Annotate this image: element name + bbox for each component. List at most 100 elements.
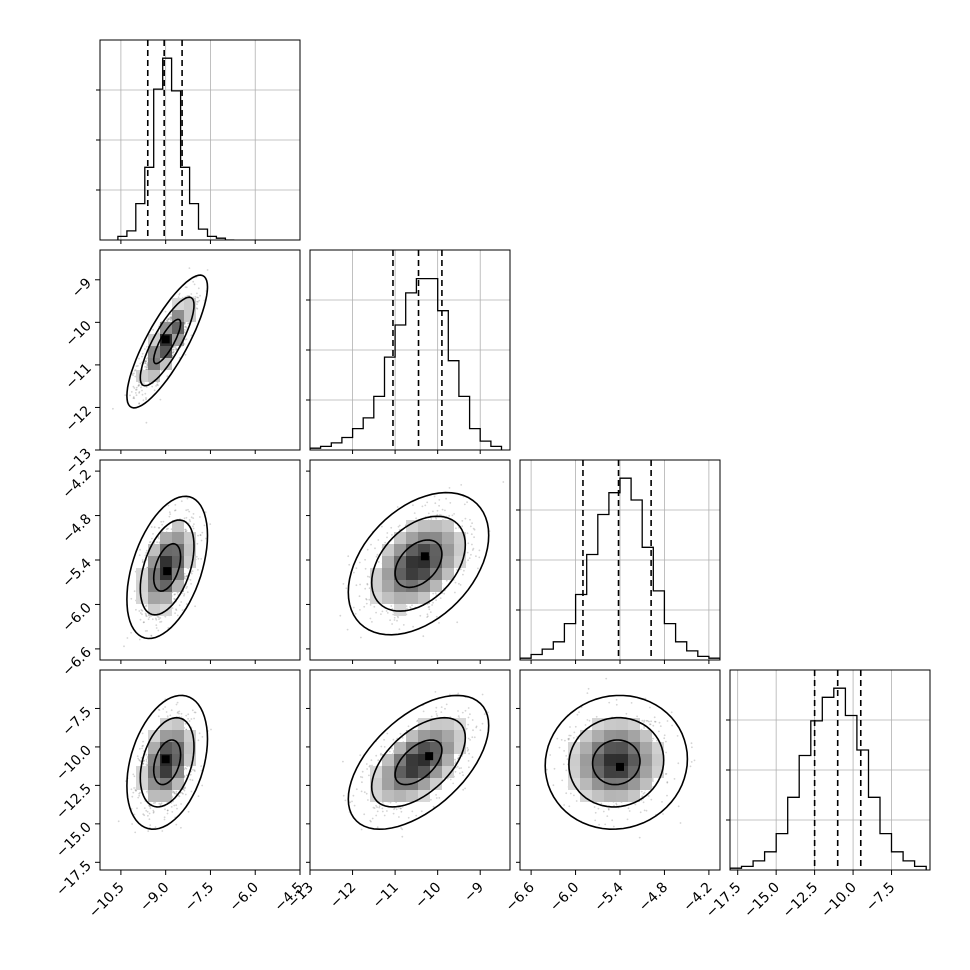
sample-point <box>145 809 148 812</box>
sample-point <box>428 608 431 611</box>
sample-point <box>184 767 187 769</box>
sample-point <box>134 392 137 394</box>
sample-point <box>173 792 176 795</box>
sample-point <box>193 769 196 771</box>
sample-point <box>178 795 181 798</box>
density-cell <box>184 742 196 754</box>
sample-point <box>190 516 193 519</box>
sample-point <box>138 381 141 384</box>
sample-point <box>166 715 169 718</box>
sample-point <box>142 813 145 816</box>
sample-point <box>359 583 361 586</box>
sample-point <box>164 706 167 708</box>
sample-point <box>161 523 164 526</box>
sample-point <box>154 801 157 804</box>
sample-point <box>185 516 188 519</box>
scatter-panel-2-0 <box>99 459 301 661</box>
sample-point <box>184 722 187 725</box>
sample-point <box>193 283 196 286</box>
sample-point <box>391 608 394 610</box>
sample-point <box>377 759 380 762</box>
sample-point <box>466 749 469 752</box>
sample-point <box>145 386 148 388</box>
density-cell <box>160 580 172 592</box>
sample-point <box>136 807 138 810</box>
scatter-panel-3-0 <box>99 669 301 871</box>
density-cell <box>394 604 406 616</box>
sample-point <box>478 549 481 552</box>
density-cell <box>172 730 184 742</box>
sample-point <box>430 518 433 520</box>
sample-point <box>183 594 185 597</box>
sample-point <box>152 809 155 812</box>
sample-point <box>467 716 470 719</box>
sample-point <box>170 318 173 321</box>
sample-point <box>434 592 437 595</box>
sample-point <box>158 526 161 529</box>
density-cell <box>160 544 172 556</box>
density-cell <box>406 580 418 592</box>
density-cell <box>160 556 172 568</box>
sample-point <box>183 572 186 575</box>
sample-point <box>174 598 176 600</box>
contour-line <box>139 519 195 616</box>
sample-point <box>149 805 151 808</box>
sample-point <box>393 619 396 621</box>
sample-point <box>370 820 372 823</box>
sample-point <box>364 567 367 570</box>
density-cell <box>172 778 184 790</box>
sample-point <box>438 504 440 507</box>
density-cell <box>406 520 418 532</box>
contour-line <box>152 739 182 786</box>
sample-point <box>170 317 173 320</box>
sample-point <box>175 348 178 351</box>
sample-point <box>180 500 183 503</box>
sample-point <box>190 583 193 585</box>
sample-point <box>187 713 190 716</box>
sample-point <box>369 617 372 620</box>
sample-point <box>429 611 432 613</box>
sample-point <box>200 765 203 767</box>
sample-point <box>146 362 149 365</box>
sample-point <box>167 318 170 321</box>
sample-point <box>195 307 198 310</box>
sample-point <box>413 512 416 514</box>
sample-point <box>183 517 186 520</box>
sample-point <box>155 627 158 629</box>
sample-point <box>185 714 188 717</box>
sample-point <box>174 504 177 506</box>
sample-point <box>457 692 460 695</box>
sample-point <box>180 803 183 805</box>
sample-point <box>157 708 160 711</box>
sample-point <box>188 267 191 269</box>
sample-point <box>171 791 174 794</box>
sample-point <box>197 301 199 303</box>
sample-point <box>165 528 168 531</box>
sample-point <box>141 561 144 563</box>
sample-point <box>185 576 188 578</box>
sample-point <box>175 804 178 807</box>
sample-point <box>422 635 425 638</box>
sample-point <box>170 709 173 712</box>
sample-point <box>186 585 189 588</box>
sample-point <box>143 382 145 384</box>
density-cell <box>454 532 466 544</box>
sample-point <box>131 372 134 375</box>
sample-point <box>459 584 462 586</box>
sample-point <box>363 605 366 608</box>
panel-content <box>117 694 212 834</box>
sample-point <box>456 568 458 571</box>
sample-point <box>434 502 437 505</box>
sample-point <box>133 787 136 789</box>
sample-point <box>160 802 163 805</box>
sample-point <box>145 758 148 761</box>
density-cell <box>394 592 406 604</box>
sample-point <box>458 582 460 585</box>
sample-point <box>189 579 192 581</box>
sample-point <box>366 575 369 578</box>
sample-point <box>386 810 388 812</box>
sample-point <box>385 610 388 612</box>
density-cell <box>418 592 430 604</box>
sample-point <box>145 614 147 617</box>
